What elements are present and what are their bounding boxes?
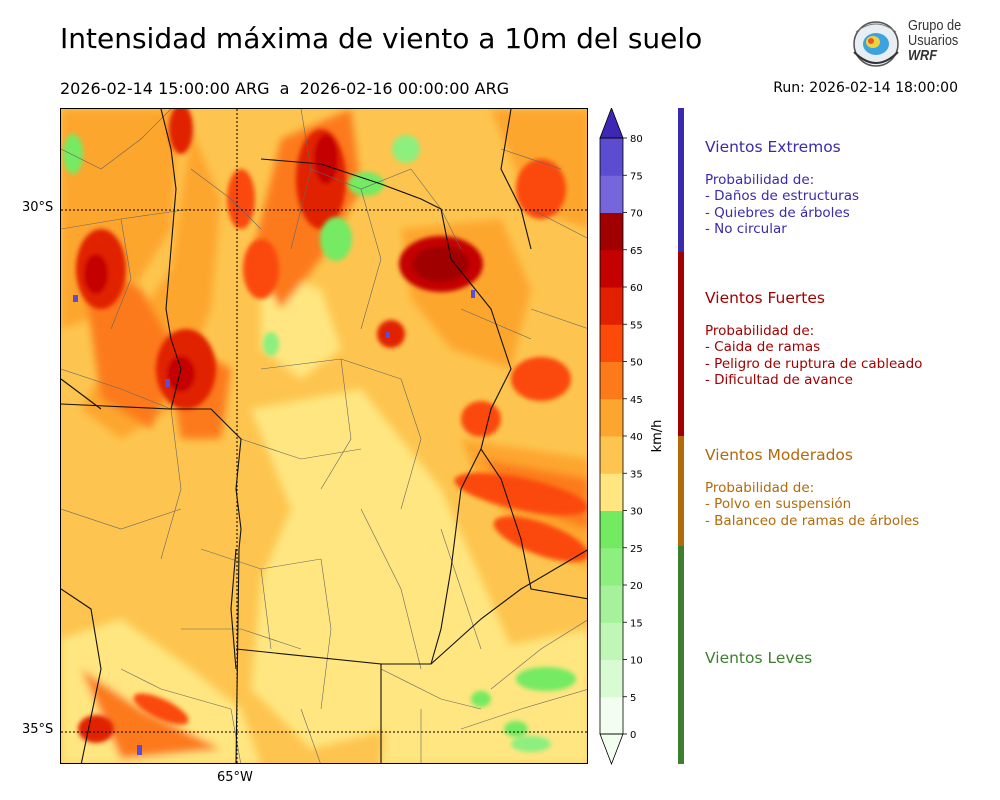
strong-band [678,252,684,436]
category-line: Probabilidad de: [705,172,815,188]
colorbar-tick-label: 5 [630,693,636,704]
category-title: Vientos Moderados [705,446,853,464]
category-line: - Polvo en suspensión [705,496,852,513]
colorbar-tick-label: 55 [630,320,643,331]
logo-line3: WRF [908,47,938,64]
colorbar-tick-label: 75 [630,171,643,182]
colorbar-tick-label: 50 [630,358,643,369]
colorbar-tick-label: 80 [630,134,643,145]
colorbar-extend-max [599,106,624,139]
time-range: 2026-02-14 15:00:00 ARG a 2026-02-16 00:… [60,79,510,98]
logo-line1: Grupo de [908,17,962,34]
colorbar-bin [600,510,623,549]
colorbar-tick-label: 30 [630,507,643,518]
colorbar-unit: km/h [650,420,665,453]
category-title: Vientos Leves [705,649,813,667]
colorbar-bin [600,324,623,362]
extreme-band [678,108,684,252]
logo-line2: Usuarios [908,32,959,49]
category-line: Probabilidad de: [705,323,815,339]
category-line: - Dificultad de avance [705,371,853,388]
colorbar-tick-label: 20 [630,581,643,592]
colorbar-bin [600,249,623,288]
colorbar-scale: 0 5 10 15 20 25 30 35 40 45 50 55 60 65 70 75 80 km/h [599,106,665,766]
category-line: - No circular [705,220,787,237]
moderate-band [678,436,684,546]
category-strong: Vientos Fuertes Probabilidad de: - Caida… [705,289,922,388]
colorbar-tick-label: 70 [630,209,643,220]
category-line: - Daños de estructuras [705,188,860,205]
colorbar-bin [600,473,623,511]
colorbar-bin [600,696,623,735]
colorbar-tick-label: 10 [630,656,643,667]
colorbar-bin [600,398,623,437]
category-line: - Peligro de ruptura de cableado [705,355,923,372]
wind-field [61,109,587,763]
colorbar-bin [600,622,623,660]
globe-icon [853,21,899,67]
map-title: Intensidad máxima de viento a 10m del su… [60,22,703,55]
category-line: - Quiebres de árboles [705,204,850,221]
category-title: Vientos Fuertes [705,289,825,307]
colorbar-tick-label: 0 [630,730,636,741]
category-line: - Caida de ramas [705,339,821,356]
colorbar-bin [600,175,623,213]
colorbar-bin [600,361,623,400]
colorbar-tick-label: 35 [630,469,643,480]
colorbar-bin [600,547,623,586]
colorbar-bin [600,659,623,698]
category-line: - Balanceo de ramas de árboles [705,512,920,529]
run-time: Run: 2026-02-14 18:00:00 [773,80,958,96]
lat-label-35s: 35°S [22,722,54,737]
colorbar: 0 5 10 15 20 25 30 35 40 45 50 55 60 65 70 75 80 km/h [598,106,678,768]
colorbar-tick-label: 60 [630,283,643,294]
colorbar-tick-label: 45 [630,395,643,406]
category-title: Vientos Extremos [705,138,841,156]
colorbar-bin [600,585,623,623]
colorbar-tick-label: 15 [630,618,643,629]
category-moderate: Vientos Moderados Probabilidad de: - Pol… [705,446,919,529]
colorbar-bin [600,212,623,251]
colorbar-extend-min [599,733,624,766]
wind-map [60,108,588,764]
colorbar-tick-label: 65 [630,246,643,257]
category-weak: Vientos Leves [705,649,812,683]
wrf-logo: Grupo de Usuarios WRF [848,18,978,74]
colorbar-bin [600,287,623,325]
lat-label-30s: 30°S [22,200,54,215]
colorbar-bin [600,436,623,474]
colorbar-tick-label: 40 [630,432,643,443]
colorbar-tick-label: 25 [630,544,643,555]
logo-text: Grupo de Usuarios WRF [908,18,961,63]
colorbar-bin [600,138,623,176]
category-extreme: Vientos Extremos Probabilidad de: - Daño… [705,138,859,237]
weak-band [678,546,684,764]
lon-label-65w: 65°W [217,770,253,785]
category-line: Probabilidad de: [705,480,815,496]
